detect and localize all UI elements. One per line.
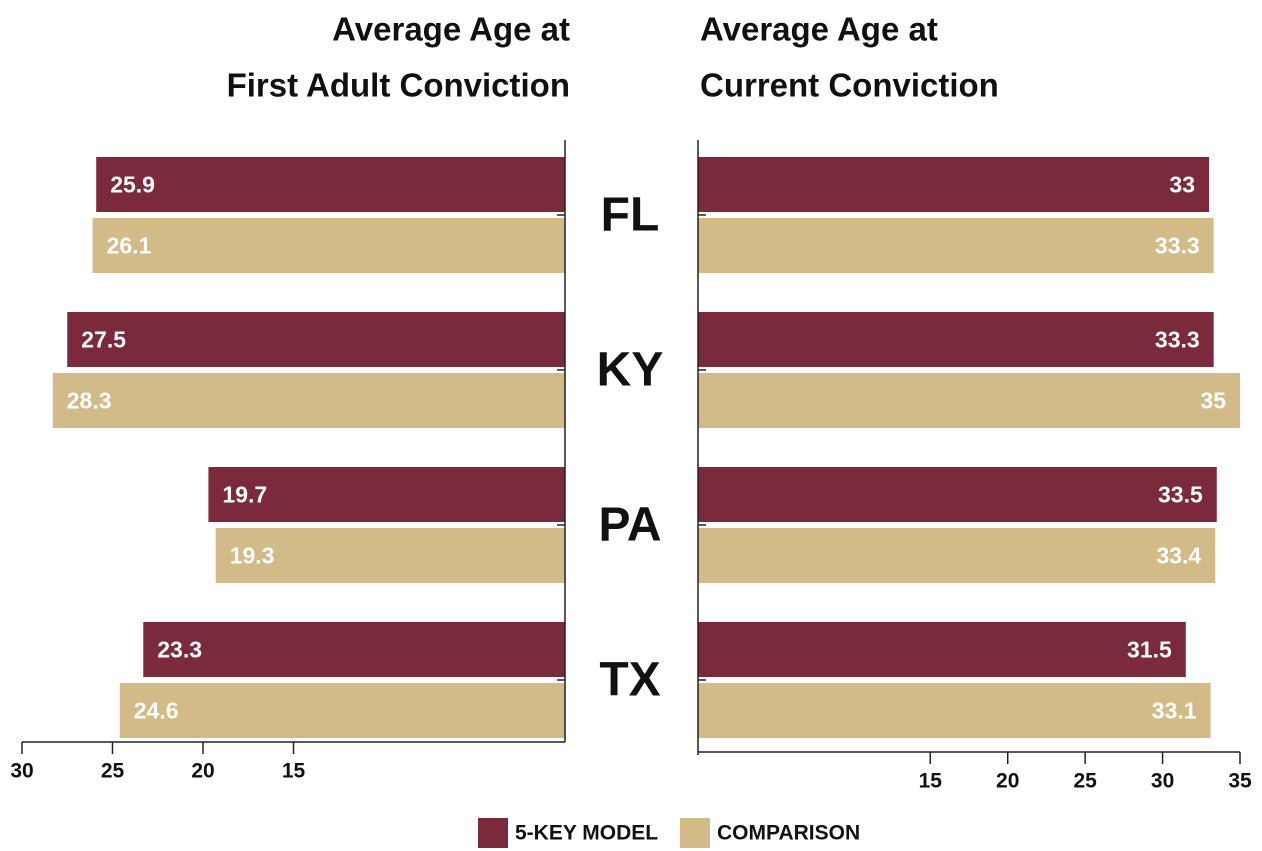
bar	[143, 622, 565, 677]
bar	[52, 373, 565, 428]
category-label: PA	[598, 499, 661, 552]
value-label: 24.6	[134, 698, 179, 724]
bar	[67, 312, 565, 367]
bar	[698, 312, 1214, 367]
value-label: 27.5	[81, 327, 126, 353]
legend-label: 5-KEY MODEL	[515, 822, 658, 845]
bar	[698, 218, 1214, 273]
bar	[698, 622, 1186, 677]
category-label: TX	[599, 654, 660, 707]
x-tick-label: 30	[1151, 770, 1174, 793]
x-tick-label: 20	[191, 760, 214, 783]
bar	[208, 467, 565, 522]
chart-title: Average Age at	[332, 11, 570, 48]
bar	[698, 467, 1217, 522]
chart-title: Average Age at	[700, 11, 938, 48]
value-label: 26.1	[107, 233, 152, 259]
legend-swatch	[478, 818, 508, 848]
legend-label: COMPARISON	[717, 822, 860, 845]
x-tick-label: 15	[919, 770, 943, 793]
chart-title: First Adult Conviction	[227, 67, 570, 104]
bar	[698, 373, 1240, 428]
value-label: 33.5	[1158, 482, 1203, 508]
bar	[698, 683, 1211, 738]
x-tick-label: 35	[1228, 770, 1252, 793]
value-label: 25.9	[110, 172, 155, 198]
value-label: 33.3	[1155, 233, 1200, 259]
category-label: KY	[597, 344, 664, 397]
value-label: 19.3	[230, 543, 275, 569]
value-label: 31.5	[1127, 637, 1172, 663]
bar	[92, 218, 565, 273]
chart-title: Current Conviction	[700, 67, 999, 104]
legend-swatch	[680, 818, 710, 848]
value-label: 19.7	[222, 482, 267, 508]
value-label: 33	[1169, 172, 1195, 198]
value-label: 33.4	[1156, 543, 1201, 569]
x-tick-label: 30	[10, 760, 33, 783]
x-tick-label: 20	[996, 770, 1019, 793]
bar	[96, 157, 566, 212]
value-label: 33.1	[1152, 698, 1197, 724]
bar	[698, 528, 1216, 583]
x-tick-label: 15	[282, 760, 306, 783]
bar	[215, 528, 566, 583]
value-label: 35	[1200, 388, 1226, 414]
x-tick-label: 25	[101, 760, 125, 783]
value-label: 23.3	[157, 637, 202, 663]
value-label: 33.3	[1155, 327, 1200, 353]
category-label: FL	[601, 189, 660, 242]
value-label: 28.3	[67, 388, 112, 414]
bar	[119, 683, 566, 738]
bar	[698, 157, 1210, 212]
x-tick-label: 25	[1073, 770, 1097, 793]
